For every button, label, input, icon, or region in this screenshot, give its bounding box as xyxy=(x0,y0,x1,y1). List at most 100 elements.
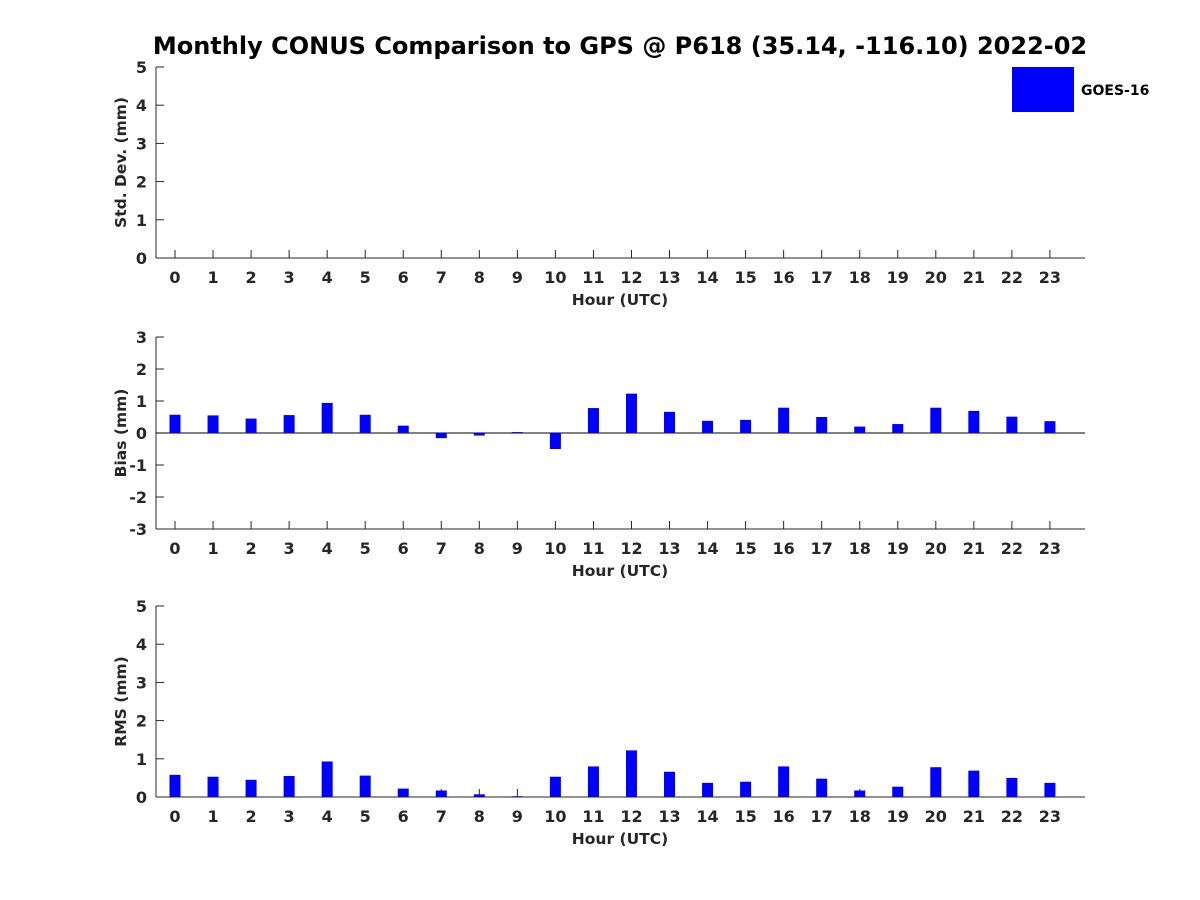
x-tick-label: 4 xyxy=(322,268,333,287)
x-tick-label: 23 xyxy=(1039,268,1061,287)
bar xyxy=(778,766,790,797)
bar xyxy=(283,775,295,797)
x-tick-label: 19 xyxy=(887,268,909,287)
x-tick-label: 7 xyxy=(436,807,447,826)
y-tick-label: 2 xyxy=(136,360,147,379)
x-tick-label: 6 xyxy=(398,268,409,287)
x-tick-label: 20 xyxy=(925,807,947,826)
bar xyxy=(321,402,333,433)
x-tick-label: 11 xyxy=(582,268,604,287)
y-tick-label: 1 xyxy=(136,211,147,230)
y-tick-label: 4 xyxy=(136,635,147,654)
x-tick-label: 5 xyxy=(360,268,371,287)
y-tick-label: 3 xyxy=(136,328,147,347)
x-tick-label: 5 xyxy=(360,807,371,826)
bar xyxy=(778,407,790,433)
bar xyxy=(1006,416,1018,433)
y-axis-label: RMS (mm) xyxy=(112,656,130,746)
x-tick-label: 3 xyxy=(284,268,295,287)
x-tick-label: 3 xyxy=(284,807,295,826)
bar xyxy=(169,414,181,433)
x-tick-label: 7 xyxy=(436,268,447,287)
bar xyxy=(359,414,371,433)
x-tick-label: 22 xyxy=(1001,268,1023,287)
x-tick-label: 18 xyxy=(849,807,871,826)
x-tick-label: 11 xyxy=(582,539,604,558)
bar xyxy=(321,761,333,797)
x-tick-label: 4 xyxy=(322,539,333,558)
bar xyxy=(816,778,828,797)
x-tick-label: 20 xyxy=(925,268,947,287)
x-tick-label: 0 xyxy=(169,807,180,826)
x-tick-label: 9 xyxy=(512,807,523,826)
x-tick-label: 9 xyxy=(512,268,523,287)
bar xyxy=(549,433,561,449)
x-tick-label: 21 xyxy=(963,268,985,287)
y-tick-label: 0 xyxy=(136,249,147,268)
bar xyxy=(587,408,599,433)
x-tick-label: 22 xyxy=(1001,539,1023,558)
x-tick-label: 20 xyxy=(925,539,947,558)
y-tick-label: -1 xyxy=(129,456,147,475)
x-tick-label: 13 xyxy=(658,807,680,826)
bar xyxy=(473,794,485,797)
x-axis-label: Hour (UTC) xyxy=(572,830,668,848)
y-tick-label: 2 xyxy=(136,173,147,192)
x-tick-label: 1 xyxy=(207,268,218,287)
x-tick-label: 22 xyxy=(1001,807,1023,826)
x-tick-label: 0 xyxy=(169,539,180,558)
x-tick-label: 14 xyxy=(696,807,718,826)
legend-label-goes-16: GOES-16 xyxy=(1081,83,1149,99)
bar xyxy=(702,782,714,797)
x-tick-label: 1 xyxy=(207,807,218,826)
x-tick-label: 8 xyxy=(474,268,485,287)
x-tick-label: 18 xyxy=(849,539,871,558)
x-tick-label: 8 xyxy=(474,807,485,826)
x-tick-label: 13 xyxy=(658,268,680,287)
y-tick-label: 0 xyxy=(136,788,147,807)
legend: GOES-16 xyxy=(1012,67,1149,112)
bar xyxy=(968,410,980,433)
x-tick-label: 0 xyxy=(169,268,180,287)
chart-title: Monthly CONUS Comparison to GPS @ P618 (… xyxy=(153,32,1087,60)
bar xyxy=(435,433,447,439)
x-tick-label: 19 xyxy=(887,807,909,826)
bar xyxy=(207,776,219,797)
bar xyxy=(511,432,523,434)
x-tick-label: 9 xyxy=(512,539,523,558)
bar xyxy=(702,420,714,433)
bar xyxy=(397,788,409,797)
x-tick-label: 15 xyxy=(734,268,756,287)
x-tick-label: 2 xyxy=(246,539,257,558)
x-tick-label: 17 xyxy=(811,539,833,558)
x-tick-label: 16 xyxy=(773,268,795,287)
bar xyxy=(245,779,257,797)
x-tick-label: 1 xyxy=(207,539,218,558)
x-tick-label: 6 xyxy=(398,539,409,558)
x-tick-label: 23 xyxy=(1039,539,1061,558)
x-axis-label: Hour (UTC) xyxy=(572,562,668,580)
x-tick-label: 8 xyxy=(474,539,485,558)
bar xyxy=(854,790,866,797)
bar xyxy=(740,781,752,797)
x-tick-label: 17 xyxy=(811,268,833,287)
bar xyxy=(359,775,371,797)
bar xyxy=(930,767,942,797)
y-tick-label: -2 xyxy=(129,488,147,507)
x-tick-label: 21 xyxy=(963,539,985,558)
bar xyxy=(473,433,485,436)
y-tick-label: 4 xyxy=(136,96,147,115)
bar xyxy=(816,417,828,433)
x-tick-label: 14 xyxy=(696,539,718,558)
x-tick-label: 12 xyxy=(620,807,642,826)
x-tick-label: 15 xyxy=(734,807,756,826)
y-tick-label: 1 xyxy=(136,750,147,769)
x-tick-label: 6 xyxy=(398,807,409,826)
bar xyxy=(968,770,980,797)
x-tick-label: 10 xyxy=(544,807,566,826)
legend-swatch-goes-16 xyxy=(1012,67,1074,112)
